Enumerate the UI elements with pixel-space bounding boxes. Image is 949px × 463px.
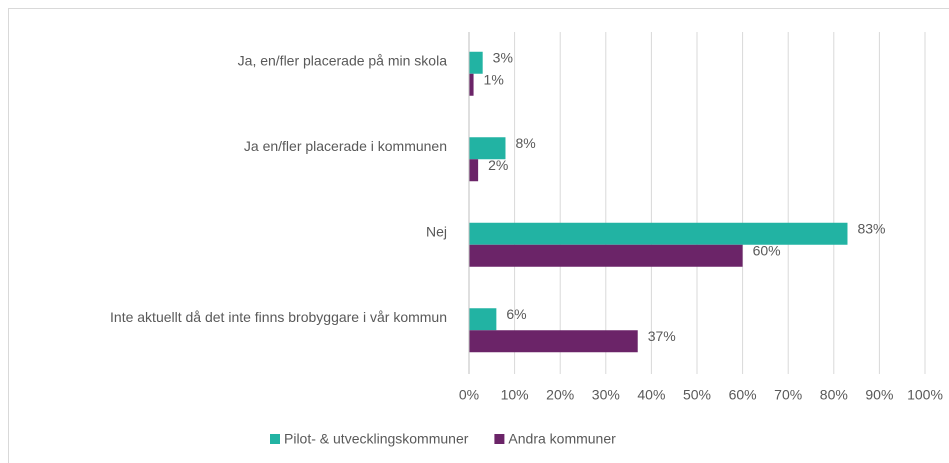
y-tick-label: Ja, en/fler placerade på min skola [238,52,448,68]
data-label: 1% [484,71,504,87]
y-tick-label: Ja en/fler placerade i kommunen [244,138,447,154]
bar [469,73,474,96]
bar [469,244,743,267]
x-tick-label: 80% [820,387,848,403]
data-label: 37% [648,328,676,344]
x-tick-label: 10% [501,387,529,403]
bar [469,330,638,353]
bar [469,222,848,245]
data-label: 83% [857,220,885,236]
bar [469,51,483,74]
x-tick-label: 0% [459,387,479,403]
x-tick-label: 60% [729,387,757,403]
x-tick-label: 20% [546,387,574,403]
x-tick-label: 50% [683,387,711,403]
x-tick-label: 90% [865,387,893,403]
bar [469,159,479,182]
x-tick-label: 30% [592,387,620,403]
data-label: 8% [515,135,535,151]
legend-label: Pilot- & utvecklingskommuner [284,431,469,447]
x-tick-label: 40% [637,387,665,403]
y-tick-label: Inte aktuellt då det inte finns brobygga… [110,309,447,325]
legend-swatch [494,434,505,444]
data-label: 60% [753,242,781,258]
data-label: 3% [493,49,513,65]
bar [469,308,497,331]
x-tick-label: 70% [774,387,802,403]
legend-label: Andra kommuner [508,431,616,447]
legend-swatch [270,434,280,444]
y-tick-label: Nej [426,223,447,239]
bar [469,137,506,160]
x-tick-label: 100% [907,387,943,403]
data-label: 6% [506,306,526,322]
data-label: 2% [488,157,508,173]
